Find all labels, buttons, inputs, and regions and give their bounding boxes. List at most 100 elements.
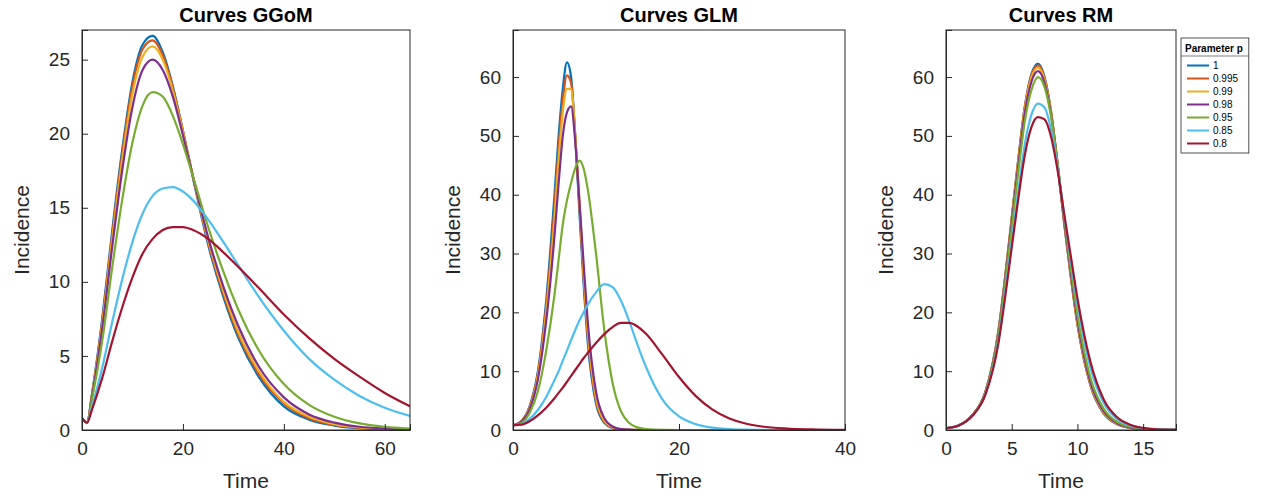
legend-label: 0.99: [1213, 86, 1233, 97]
y-tick-label: 10: [480, 361, 501, 382]
legend-item: 0.98: [1187, 99, 1233, 110]
x-tick-mark: [679, 424, 680, 430]
y-axis-line: [83, 31, 89, 431]
x-tick-mark: [183, 424, 184, 430]
x-tick-label: 40: [274, 438, 295, 459]
x-tick-label: 10: [1067, 438, 1088, 459]
x-tick: 10: [1067, 424, 1088, 459]
series-line: [82, 92, 410, 428]
y-tick-mark: [82, 282, 88, 283]
legend-item: 1: [1187, 60, 1219, 71]
y-axis-line: [514, 31, 520, 431]
legend-label: 0.8: [1213, 138, 1227, 149]
series-line: [82, 36, 410, 430]
y-tick-label: 40: [480, 184, 501, 205]
series-line: [513, 62, 845, 430]
y-tick: 20: [480, 302, 519, 323]
x-tick-mark: [1077, 424, 1078, 430]
y-tick-label: 40: [913, 184, 934, 205]
series-line: [513, 75, 845, 430]
x-tick: 20: [173, 424, 194, 459]
series-line: [82, 40, 410, 429]
y-tick: 20: [49, 123, 88, 144]
y-tick-mark: [82, 208, 88, 209]
x-tick-label: 5: [1007, 438, 1018, 459]
y-tick-label: 30: [480, 243, 501, 264]
legend-box: [1181, 38, 1249, 153]
legend-swatch: [1187, 65, 1209, 67]
legend-label: 0.995: [1213, 73, 1238, 84]
plot-area: [513, 30, 845, 430]
y-tick: 50: [913, 125, 952, 146]
series-line: [946, 68, 1176, 430]
y-tick-mark: [946, 136, 952, 137]
y-tick: 10: [480, 361, 519, 382]
y-tick: 0: [59, 420, 88, 441]
y-tick: 0: [490, 420, 519, 441]
chart-title: Curves GGoM: [179, 4, 312, 26]
y-tick: 60: [913, 67, 952, 88]
legend-separator: [1181, 56, 1249, 57]
legend-label: 1: [1213, 60, 1219, 71]
y-tick-mark: [513, 430, 519, 431]
x-axis: 0 20 40: [508, 424, 856, 459]
y-tick: 50: [480, 125, 519, 146]
legend-item: 0.85: [1187, 125, 1233, 136]
plot-frame: [946, 30, 1176, 430]
x-tick-label: 15: [1133, 438, 1154, 459]
x-tick: 5: [1007, 424, 1018, 459]
x-tick: 15: [1133, 424, 1154, 459]
y-tick-label: 0: [59, 420, 70, 441]
legend-item: 0.995: [1187, 73, 1238, 84]
x-tick-label: 40: [835, 438, 856, 459]
y-tick-label: 5: [59, 346, 70, 367]
legend-swatch: [1187, 78, 1209, 80]
series-line: [946, 64, 1176, 430]
y-tick-label: 30: [913, 243, 934, 264]
x-tick-mark: [385, 424, 386, 430]
series-line: [82, 46, 410, 429]
y-tick: 10: [49, 271, 88, 292]
y-tick: 15: [49, 197, 88, 218]
y-axis: 0 10 20 30 40 50 60: [913, 31, 952, 441]
y-tick-label: 60: [913, 67, 934, 88]
y-tick: 0: [923, 420, 952, 441]
y-tick-mark: [513, 371, 519, 372]
y-axis-title: Incidence: [10, 185, 33, 275]
y-axis: 0510152025: [49, 31, 88, 441]
y-tick-label: 15: [49, 197, 70, 218]
legend-swatch: [1187, 104, 1209, 106]
panel: 020400102030405060Curves GLMTimeIncidenc…: [441, 4, 856, 492]
legend-swatch: [1187, 130, 1209, 132]
figure: 02040600510152025Curves GGoMTimeIncidenc…: [0, 0, 1276, 501]
x-axis-title: Time: [656, 469, 702, 492]
y-tick-mark: [513, 195, 519, 196]
x-tick-label: 20: [669, 438, 690, 459]
chart-title: Curves GLM: [620, 4, 738, 26]
lines: [946, 64, 1176, 430]
legend-item: 0.95: [1187, 112, 1233, 123]
y-tick: 30: [913, 243, 952, 264]
y-tick-mark: [946, 371, 952, 372]
y-tick-label: 10: [49, 271, 70, 292]
y-tick-label: 50: [480, 125, 501, 146]
x-tick-label: 0: [508, 438, 519, 459]
y-tick-mark: [82, 430, 88, 431]
x-tick-mark: [1143, 424, 1144, 430]
series-line: [513, 323, 845, 430]
series-line: [946, 71, 1176, 430]
y-tick-label: 20: [49, 123, 70, 144]
x-tick-label: 20: [173, 438, 194, 459]
y-tick-mark: [946, 430, 952, 431]
series-line: [946, 117, 1176, 430]
y-tick: 20: [913, 302, 952, 323]
x-tick-label: 60: [375, 438, 396, 459]
series-line: [946, 65, 1176, 430]
y-axis-line: [947, 31, 953, 431]
y-tick: 30: [480, 243, 519, 264]
x-axis-line: [514, 424, 846, 431]
legend-swatch: [1187, 117, 1209, 119]
legend-label: 0.95: [1213, 112, 1233, 123]
x-tick: 20: [669, 424, 690, 459]
y-tick-label: 10: [913, 361, 934, 382]
